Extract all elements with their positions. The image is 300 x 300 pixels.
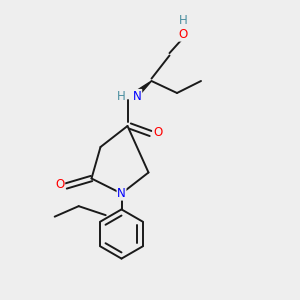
Text: O: O xyxy=(178,28,188,41)
Text: H: H xyxy=(178,14,188,28)
Text: O: O xyxy=(153,125,162,139)
Text: O: O xyxy=(56,178,64,191)
Text: H: H xyxy=(117,89,126,103)
Polygon shape xyxy=(134,81,152,97)
Text: N: N xyxy=(133,89,142,103)
Text: N: N xyxy=(117,187,126,200)
